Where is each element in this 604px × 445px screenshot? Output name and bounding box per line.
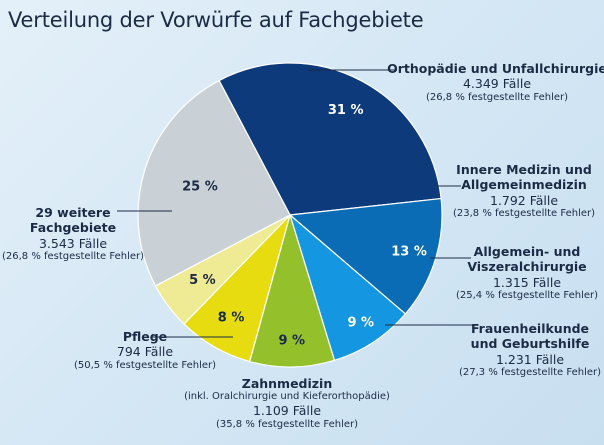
chart-title: Verteilung der Vorwürfe auf Fachgebiete bbox=[8, 8, 424, 32]
slice-name: Innere Medizin und bbox=[456, 162, 592, 177]
slice-error-note: (35,8 % festgestellte Fehler) bbox=[215, 418, 359, 430]
slice-label-block: Pflege 794 Fälle (50,5 % festgestellte Feh… bbox=[70, 329, 220, 372]
slice-name: und Geburtshilfe bbox=[470, 336, 590, 352]
slice-error-note: (26,8 % festgestellte Fehler) bbox=[1, 250, 145, 262]
slice-percent-label: 8 % bbox=[218, 310, 245, 325]
slice-name: Orthopädie und Unfallchirurgie bbox=[387, 61, 604, 76]
slice-cases: 4.349 Fälle bbox=[462, 76, 532, 92]
slice-cases: 1.231 Fälle bbox=[495, 351, 565, 367]
slice-error-note: (50,5 % festgestellte Fehler) bbox=[73, 359, 217, 371]
slice-error-note: (23,8 % festgestellte Fehler) bbox=[452, 207, 596, 219]
slice-cases: 794 Fälle bbox=[116, 344, 174, 360]
slice-cases: 1.109 Fälle bbox=[252, 403, 322, 419]
slice-percent-label: 25 % bbox=[182, 180, 218, 195]
pie-slice-3 bbox=[288, 213, 407, 362]
slice-label-block: 29 weitere Fachgebiete 3.543 Fälle (26,8 % … bbox=[0, 205, 148, 263]
slice-subtitle: (inkl. Oralchirurgie und Kieferorthopädi… bbox=[184, 391, 390, 403]
slice-percent-label: 9 % bbox=[278, 334, 305, 349]
slice-name: Zahnmedizin bbox=[241, 376, 333, 391]
slice-name: Frauenheilkunde bbox=[470, 321, 590, 336]
slice-name: 29 weitere bbox=[35, 205, 111, 220]
slice-error-note: (27,3 % festgestellte Fehler) bbox=[458, 366, 602, 378]
slice-name: Fachgebiete bbox=[29, 220, 117, 236]
slice-percent-label: 31 % bbox=[328, 103, 364, 118]
slice-label-block: Innere Medizin und Allgemeinmedizin 1.792 … bbox=[449, 162, 599, 220]
slice-label-block: Zahnmedizin (inkl. Oralchirurgie und Kief… bbox=[152, 376, 422, 431]
slice-error-note: (25,4 % festgestellte Fehler) bbox=[455, 289, 599, 301]
slice-name: Allgemeinmedizin bbox=[461, 177, 587, 193]
pie-slice-2 bbox=[288, 197, 443, 315]
slice-label-block: Frauenheilkunde und Geburtshilfe 1.231 Fäl… bbox=[455, 321, 604, 379]
slice-percent-label: 5 % bbox=[189, 273, 216, 288]
slice-name: Pflege bbox=[122, 329, 168, 344]
slice-label-block: Orthopädie und Unfallchirurgie 4.349 Fäll… bbox=[382, 61, 604, 104]
slice-cases: 1.315 Fälle bbox=[492, 274, 562, 290]
slice-percent-label: 13 % bbox=[391, 244, 427, 259]
slice-cases: 3.543 Fälle bbox=[38, 235, 108, 251]
slice-cases: 1.792 Fälle bbox=[489, 192, 559, 208]
slice-error-note: (26,8 % festgestellte Fehler) bbox=[425, 91, 569, 103]
pie-slice-7 bbox=[137, 79, 291, 287]
slice-percent-label: 9 % bbox=[347, 316, 374, 331]
slice-name: Viszeralchirurgie bbox=[467, 259, 587, 275]
pie-slice-1 bbox=[218, 62, 442, 216]
pie-slice-4 bbox=[248, 212, 336, 368]
slice-label-block: Allgemein- und Viszeralchirurgie 1.315 Fäl… bbox=[452, 244, 602, 302]
slice-name: Allgemein- und bbox=[473, 244, 581, 259]
